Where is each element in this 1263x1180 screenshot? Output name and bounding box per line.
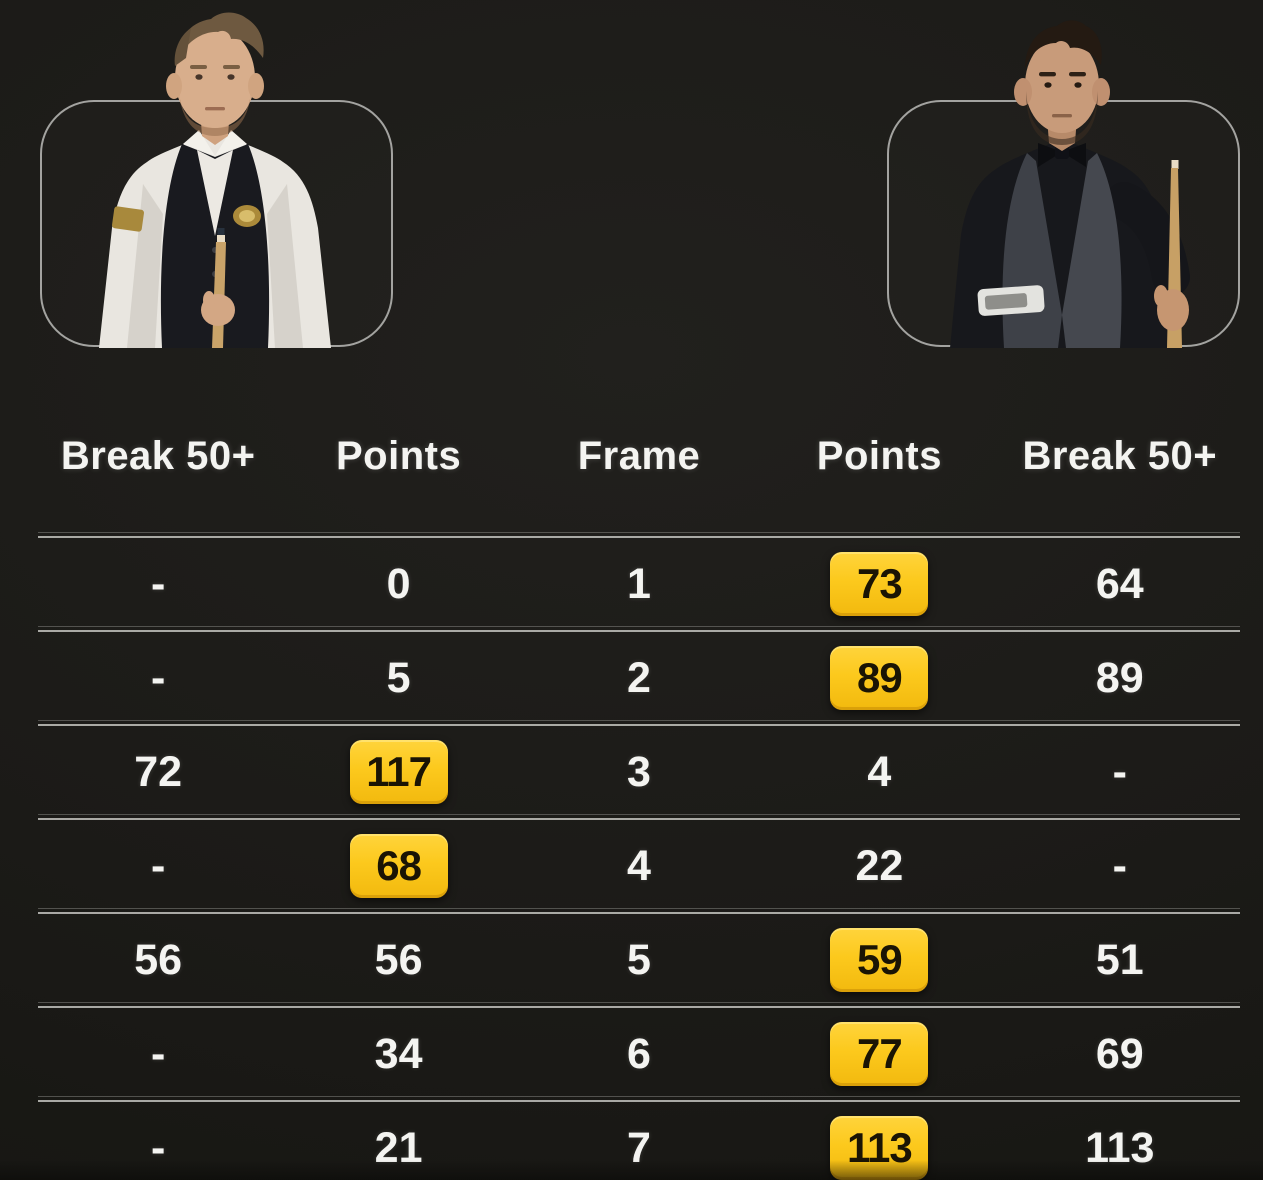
column-header-frame: Frame bbox=[577, 434, 701, 478]
winning-points-badge: 68 bbox=[349, 834, 448, 898]
frame-number-cell: 7 bbox=[627, 1123, 651, 1172]
p2-points-cell: 22 bbox=[855, 841, 904, 890]
table-header-row: Break 50+ Points Frame Points Break 50+ bbox=[38, 420, 1240, 536]
table-row: - 0 1 73 64 bbox=[38, 532, 1240, 630]
p1-break50-cell: - bbox=[151, 1029, 166, 1078]
frame-number-cell: 2 bbox=[627, 653, 651, 702]
p2-points-cell: 113 bbox=[759, 1116, 999, 1180]
p2-break50-cell: 89 bbox=[1095, 653, 1144, 702]
p2-break50-cell: - bbox=[1112, 747, 1127, 796]
left-player-photo bbox=[99, 12, 331, 348]
p2-points-cell: 73 bbox=[759, 552, 999, 616]
p1-points-cell: 34 bbox=[374, 1029, 423, 1078]
winning-points-badge: 73 bbox=[830, 552, 929, 616]
p1-points-cell: 117 bbox=[278, 740, 518, 804]
p2-points-cell: 59 bbox=[759, 928, 999, 992]
p1-break50-cell: - bbox=[151, 1123, 166, 1172]
table-body: -0 1 73 64-5 2 89 89 72 117 3 4- -68 4 22-56 56 5 59 51-3… bbox=[38, 532, 1240, 1180]
p2-break50-cell: 69 bbox=[1095, 1029, 1144, 1078]
p1-points-cell: 5 bbox=[386, 653, 411, 702]
p2-points-cell: 4 bbox=[867, 747, 892, 796]
winning-points-badge: 89 bbox=[830, 646, 929, 710]
frame-number-cell: 6 bbox=[627, 1029, 651, 1078]
p2-break50-cell: - bbox=[1112, 841, 1127, 890]
frame-number-cell: 4 bbox=[627, 841, 651, 890]
column-header-p1-break50: Break 50+ bbox=[60, 434, 256, 478]
p2-break50-cell: 64 bbox=[1095, 559, 1144, 608]
column-header-p1-points: Points bbox=[335, 434, 462, 478]
p1-break50-cell: - bbox=[151, 559, 166, 608]
frame-number-cell: 5 bbox=[627, 935, 651, 984]
p2-break50-cell: 113 bbox=[1085, 1123, 1155, 1172]
frame-number-cell: 1 bbox=[627, 559, 651, 608]
p1-points-cell: 21 bbox=[374, 1123, 423, 1172]
table-row: - 34 6 77 69 bbox=[38, 1002, 1240, 1100]
table-row: - 5 2 89 89 bbox=[38, 626, 1240, 724]
column-header-p2-points: Points bbox=[816, 434, 942, 478]
column-header-p2-break50: Break 50+ bbox=[1022, 434, 1218, 478]
frame-scores-table: Break 50+ Points Frame Points Break 50+ … bbox=[38, 420, 1240, 1180]
p1-points-cell: 68 bbox=[278, 834, 518, 898]
winning-points-badge: 117 bbox=[349, 740, 448, 804]
frame-number-cell: 3 bbox=[627, 747, 651, 796]
p1-points-cell: 56 bbox=[374, 935, 423, 984]
table-row: - 21 7 113 113 bbox=[38, 1096, 1240, 1180]
winning-points-badge: 113 bbox=[830, 1116, 929, 1180]
p2-break50-cell: 51 bbox=[1095, 935, 1144, 984]
table-row: 56 56 5 59 51 bbox=[38, 908, 1240, 1006]
p2-points-cell: 77 bbox=[759, 1022, 999, 1086]
right-player-photo bbox=[950, 20, 1190, 348]
p1-break50-cell: 56 bbox=[134, 935, 183, 984]
table-row: - 68 4 22 - bbox=[38, 814, 1240, 912]
winning-points-badge: 77 bbox=[830, 1022, 929, 1086]
table-row: 72 117 3 4 - bbox=[38, 720, 1240, 818]
p1-break50-cell: - bbox=[151, 653, 166, 702]
p2-points-cell: 89 bbox=[759, 646, 999, 710]
p1-break50-cell: - bbox=[151, 841, 166, 890]
p1-break50-cell: 72 bbox=[134, 747, 183, 796]
winning-points-badge: 59 bbox=[830, 928, 929, 992]
p1-points-cell: 0 bbox=[386, 559, 411, 608]
